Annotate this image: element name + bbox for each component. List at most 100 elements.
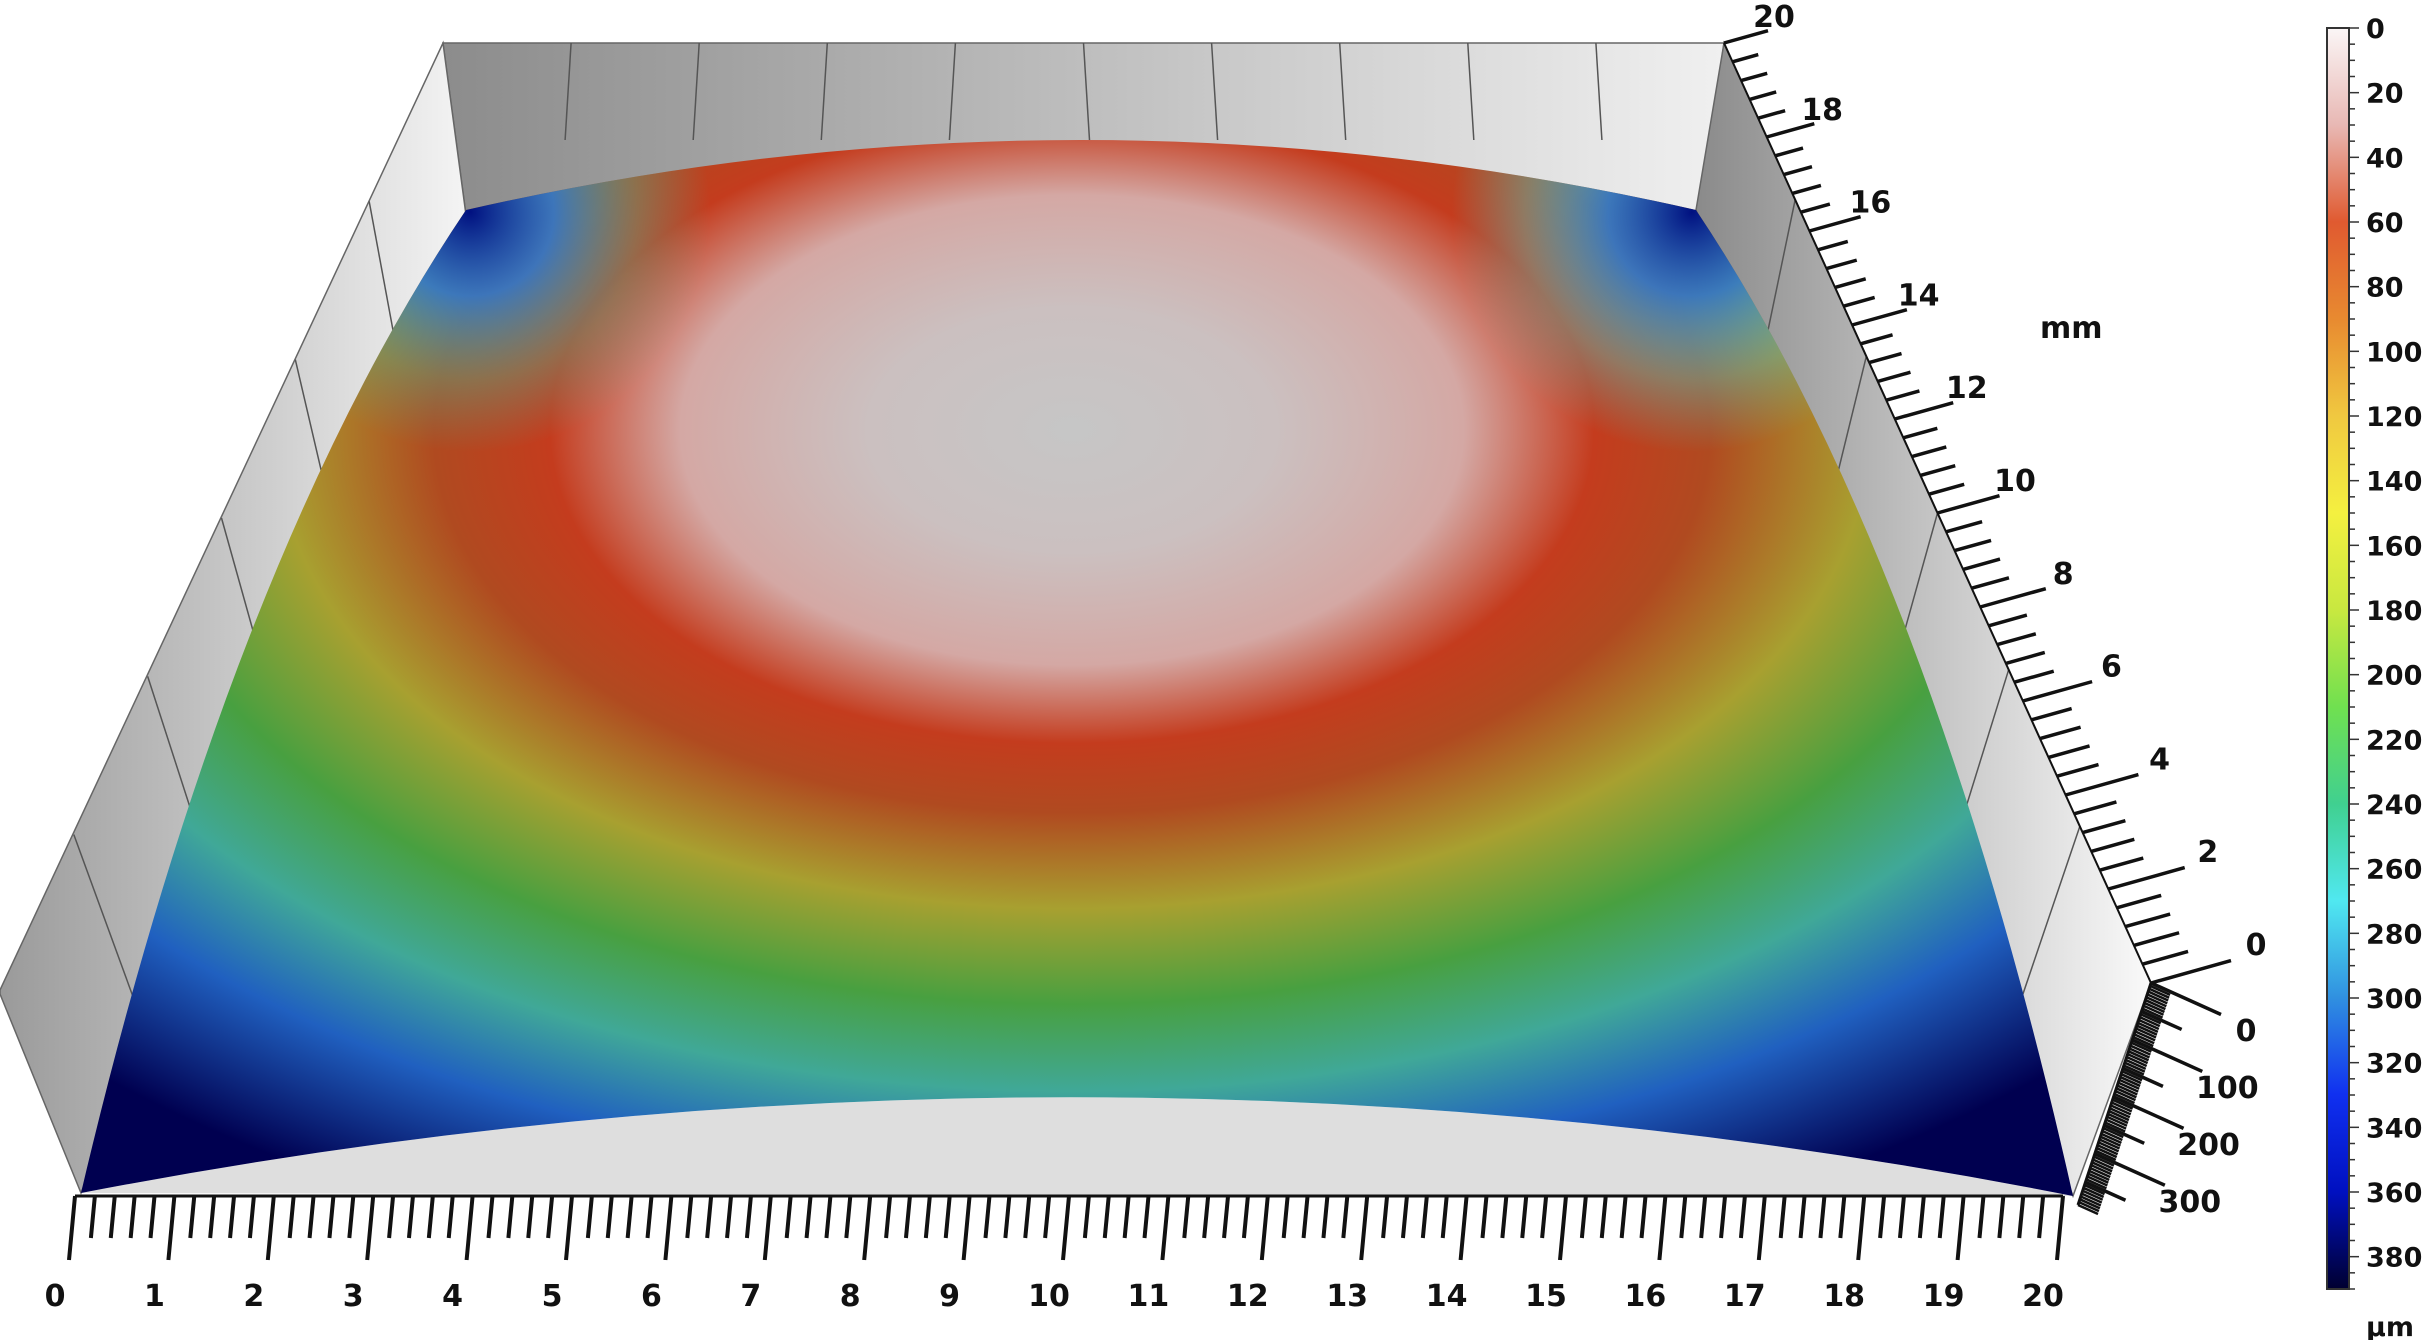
x-axis: 0 1 2 3 4 5 6 7 8 9 10 11 12 13 14 15 16 17 18 19 20 [45,1194,2065,1314]
z-minor-tick [2137,1021,2159,1033]
z-minor-tick [2144,998,2166,1011]
z-minor-tick [2077,1203,2099,1216]
y-minor-tick [2099,856,2144,872]
y-tick-label: 16 [1850,186,1892,221]
x-minor-tick [1778,1195,1787,1239]
x-tick-label: 9 [939,1279,960,1314]
z-minor-tick [2147,990,2169,1002]
x-tick-label: 15 [1525,1279,1567,1314]
y-tick-label: 0 [2246,928,2267,963]
y-minor-tick [1817,239,1849,252]
back-wall-gridline [1467,42,1475,141]
x-tick-label: 18 [1823,1279,1865,1314]
colorbar-tick-label: 340 [2366,1113,2422,1144]
x-minor-tick [705,1195,714,1239]
x-tick-label: 20 [2022,1279,2064,1314]
back-wall-gridline [820,42,829,141]
z-minor-tick [2087,1172,2109,1184]
x-minor-tick [1738,1195,1747,1239]
x-minor-tick [585,1195,594,1239]
y-major-tick [2107,865,2186,891]
colorbar-tick-label: 40 [2366,143,2404,174]
colorbar-tick-label: 240 [2366,790,2422,821]
z-minor-tick [2139,1016,2161,1028]
colorbar-tick-label: 180 [2366,596,2422,627]
x-minor-tick [1838,1195,1847,1239]
colorbar-tick-label: 360 [2366,1178,2422,1209]
z-major-tick [2131,1038,2204,1074]
x-minor-tick [824,1195,833,1239]
y-axis: 0 2 4 6 8 10 12 14 16 18 20 [1723,0,2267,985]
x-minor-tick [784,1195,793,1239]
x-minor-tick [1122,1195,1131,1239]
back-wall-gridline [1595,42,1603,141]
z-minor-tick [2149,984,2171,996]
y-minor-tick [1928,482,1965,496]
y-minor-tick [2039,725,2082,741]
z-minor-tick [2121,1070,2143,1082]
z-minor-tick [2118,1078,2140,1090]
z-minor-tick [2097,1144,2119,1156]
x-major-tick [365,1195,376,1261]
x-tick-label: 10 [1028,1279,1070,1314]
z-minor-tick [2125,1058,2147,1070]
x-minor-tick [625,1195,634,1239]
x-major-tick [464,1195,475,1261]
z-minor-tick [2116,1084,2138,1096]
z-minor-tick [2096,1146,2118,1159]
x-minor-tick [247,1195,256,1239]
x-minor-tick [1142,1195,1151,1239]
z-minor-tick [2102,1127,2124,1139]
z-minor-tick [2138,1018,2160,1031]
z-minor-tick [2086,1175,2108,1187]
x-minor-tick [1003,1195,1012,1239]
colorbar-tick-label: 20 [2366,79,2404,110]
y-minor-tick [2116,893,2162,910]
x-minor-tick [804,1195,813,1239]
z-minor-tick [2134,1030,2156,1042]
back-wall-gridline [692,42,700,141]
x-minor-tick [1301,1195,1310,1239]
z-minor-tick [2117,1081,2139,1093]
y-minor-tick [1740,71,1768,83]
x-tick-label: 6 [641,1279,662,1314]
x-minor-tick [1222,1195,1231,1239]
z-minor-tick [2107,1112,2129,1125]
z-minor-tick [2148,987,2170,999]
x-minor-tick [446,1195,455,1239]
colorbar-tick-label: 280 [2366,919,2422,950]
z-minor-tick [2106,1115,2128,1127]
back-wall-gridline [948,42,957,141]
colorbar-tick-label: 300 [2366,984,2422,1015]
y-minor-tick [2133,931,2180,948]
x-minor-tick [506,1195,515,1239]
colorbar-unit: µm [2366,1312,2414,1340]
back-wall-gridline [1210,42,1219,141]
x-major-tick [961,1195,972,1261]
x-minor-tick [2037,1195,2046,1239]
x-minor-tick [347,1195,356,1239]
z-tick-label: 100 [2196,1071,2259,1106]
x-minor-tick [1540,1195,1549,1239]
x-tick-label: 3 [343,1279,364,1314]
z-minor-tick [2081,1192,2103,1204]
y-major-tick [1979,586,2047,609]
y-major-tick [2022,679,2093,703]
z-minor-tick [2095,1149,2117,1162]
z-minor-tick [2113,1092,2136,1105]
x-minor-tick [1579,1195,1588,1239]
x-minor-tick [884,1195,893,1239]
y-minor-tick [1843,295,1876,308]
x-minor-tick [1182,1195,1191,1239]
x-major-tick [663,1195,674,1261]
y-major-tick [2150,958,2232,985]
y-minor-tick [1962,557,2001,572]
x-major-tick [265,1195,276,1261]
z-minor-tick [2133,1033,2155,1045]
back-wall-gridline [1338,42,1347,141]
z-minor-tick [2112,1098,2134,1110]
y-major-tick [1808,214,1862,233]
y-minor-tick [1988,613,2028,628]
y-major-tick [2065,772,2139,797]
